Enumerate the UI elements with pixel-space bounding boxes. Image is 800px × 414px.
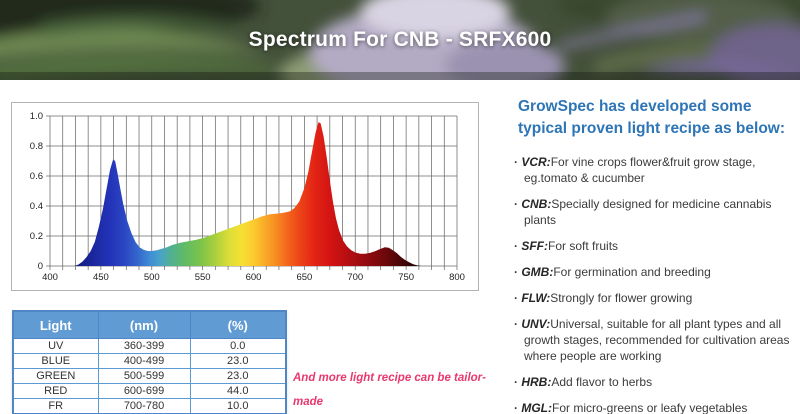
table-cell: 10.0 <box>189 398 287 414</box>
recipe-item: · SFF:For soft fruits <box>514 238 794 254</box>
recipe-item: · FLW:Strongly for flower growing <box>514 290 794 306</box>
recipe-desc: For germination and breeding <box>553 265 711 279</box>
svg-text:750: 750 <box>398 272 414 283</box>
column-header: (nm) <box>97 310 191 339</box>
light-table: Light (nm) (%) UV 360-399 0.0 BLUE 400-499 23.0… <box>12 310 287 414</box>
table-row: GREEN 500-599 23.0 <box>12 368 287 384</box>
recipe-item: · GMB:For germination and breeding <box>514 264 794 280</box>
recipe-desc: Add flavor to herbs <box>551 375 653 389</box>
table-cell: 0.0 <box>189 338 287 354</box>
table-cell: RED <box>12 383 99 399</box>
table-cell: 600-699 <box>97 383 191 399</box>
recipe-item: · MGL:For micro-greens or leafy vegetabl… <box>514 400 794 414</box>
recipe-code: MGL: <box>521 401 552 414</box>
recipe-code: FLW: <box>521 291 551 305</box>
recipe-desc: Universal, suitable for all plant types … <box>524 317 790 363</box>
recipe-desc: For micro-greens or leafy vegetables <box>552 401 748 414</box>
table-cell: UV <box>12 338 99 354</box>
svg-text:400: 400 <box>42 272 58 283</box>
svg-text:0: 0 <box>38 261 43 272</box>
table-cell: 400-499 <box>97 353 191 369</box>
table-row: RED 600-699 44.0 <box>12 383 287 399</box>
svg-text:700: 700 <box>347 272 363 283</box>
header-banner: Spectrum For CNB - SRFX600 <box>0 0 800 80</box>
note-line-1: And more light recipe can be tailor-made <box>293 372 486 408</box>
bullet-icon: · <box>514 239 522 253</box>
recipe-desc: Specially designed for medicine cannabis… <box>524 197 772 227</box>
recipe-item: · UNV:Universal, suitable for all plant … <box>514 316 794 364</box>
table-cell: 500-599 <box>97 368 191 384</box>
recipe-code: VCR: <box>521 155 551 169</box>
spectrum-chart: 400 450 500 550 600 650 700 750 800 0 0.2 0.4 0.6 0.8… <box>11 102 479 291</box>
table-cell: FR <box>12 398 99 414</box>
recipe-code: HRB: <box>521 375 552 389</box>
table-cell: 23.0 <box>189 353 287 369</box>
recipe-desc: Strongly for flower growing <box>550 291 693 305</box>
recipe-desc: For soft fruits <box>548 239 619 253</box>
table-row: UV 360-399 0.0 <box>12 338 287 354</box>
svg-text:600: 600 <box>246 272 262 283</box>
recipe-item: · CNB:Specially designed for medicine ca… <box>514 196 794 228</box>
bullet-icon: · <box>514 375 522 389</box>
bullet-icon: · <box>514 317 522 331</box>
recipe-list: · VCR:For vine crops flower&fruit grow s… <box>514 154 794 414</box>
plant-photo <box>0 0 800 80</box>
recipe-code: UNV: <box>521 317 551 331</box>
bullet-icon: · <box>514 291 522 305</box>
page-title: Spectrum For CNB - SRFX600 <box>248 28 552 51</box>
svg-text:0.8: 0.8 <box>30 141 43 152</box>
svg-text:450: 450 <box>93 272 109 283</box>
recipes-panel: GrowSpec has developed some typical prov… <box>514 96 794 414</box>
recipe-item: · VCR:For vine crops flower&fruit grow s… <box>514 154 794 186</box>
table-cell: BLUE <box>12 353 99 369</box>
table-cell: 360-399 <box>97 338 191 354</box>
svg-text:0.6: 0.6 <box>30 171 43 182</box>
svg-text:500: 500 <box>144 272 160 283</box>
column-header: (%) <box>189 310 287 339</box>
table-header-row: Light (nm) (%) <box>12 310 287 339</box>
svg-text:800: 800 <box>449 272 465 283</box>
table-row: FR 700-780 10.0 <box>12 398 287 414</box>
recipe-desc: For vine crops flower&fruit grow stage, … <box>524 155 756 185</box>
bullet-icon: · <box>514 401 522 414</box>
table-row: BLUE 400-499 23.0 <box>12 353 287 369</box>
bullet-icon: · <box>514 197 522 211</box>
bullet-icon: · <box>514 265 522 279</box>
bullet-icon: · <box>514 155 522 169</box>
svg-text:0.2: 0.2 <box>30 231 43 242</box>
tailor-made-note: And more light recipe can be tailor-made… <box>293 366 508 414</box>
recipe-code: GMB: <box>521 265 554 279</box>
recipes-heading: GrowSpec has developed some typical prov… <box>518 98 786 137</box>
recipe-item: · HRB:Add flavor to herbs <box>514 374 794 390</box>
svg-text:1.0: 1.0 <box>30 111 43 122</box>
svg-text:650: 650 <box>296 272 312 283</box>
svg-text:550: 550 <box>195 272 211 283</box>
table-cell: 23.0 <box>189 368 287 384</box>
column-header: Light <box>12 310 99 339</box>
table-cell: 700-780 <box>97 398 191 414</box>
spectrum-plot: 400 450 500 550 600 650 700 750 800 0 0.2 0.4 0.6 0.8… <box>30 111 465 283</box>
svg-text:0.4: 0.4 <box>30 201 43 212</box>
table-cell: GREEN <box>12 368 99 384</box>
recipe-code: SFF: <box>521 239 549 253</box>
table-cell: 44.0 <box>189 383 287 399</box>
recipe-code: CNB: <box>521 197 552 211</box>
